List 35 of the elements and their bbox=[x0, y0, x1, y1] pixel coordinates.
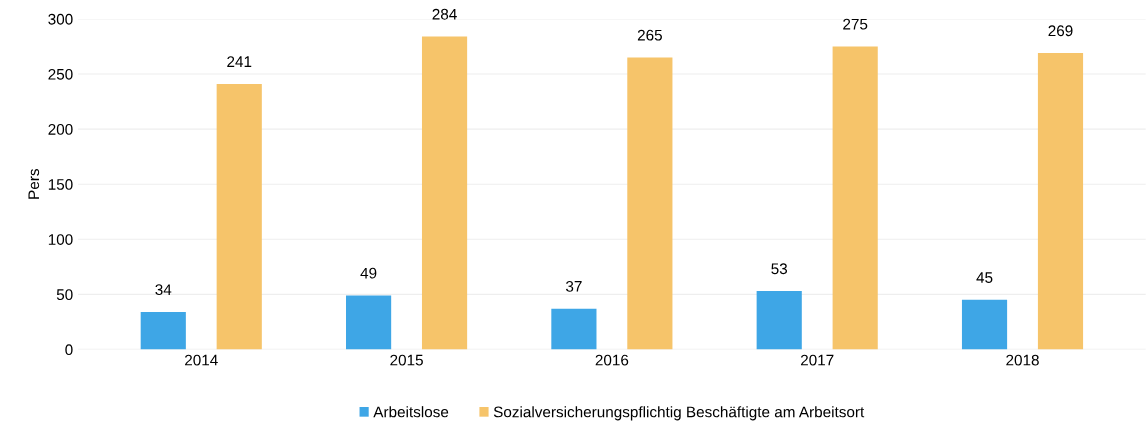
legend-label: Arbeitslose bbox=[373, 406, 449, 418]
x-tick-label: 2018 bbox=[1006, 354, 1039, 366]
data-label: 269 bbox=[1048, 25, 1073, 37]
data-label: 34 bbox=[155, 284, 172, 296]
bar bbox=[961, 299, 1008, 350]
bar bbox=[421, 36, 468, 350]
data-label: 265 bbox=[637, 29, 662, 41]
bar bbox=[756, 291, 802, 350]
bar bbox=[216, 83, 262, 350]
x-tick-label: 2014 bbox=[185, 354, 218, 366]
y-tick-label: 300 bbox=[48, 13, 73, 25]
x-tick-label: 2016 bbox=[595, 354, 629, 366]
y-tick-label: 0 bbox=[65, 344, 73, 356]
y-tick-label: 100 bbox=[48, 234, 73, 245]
bar bbox=[346, 295, 392, 350]
data-label: 241 bbox=[227, 56, 252, 67]
y-axis-title: Pers bbox=[28, 169, 40, 199]
data-label: 37 bbox=[565, 280, 582, 292]
y-tick-label: 150 bbox=[48, 179, 73, 190]
y-tick-label: 200 bbox=[48, 123, 73, 135]
bar bbox=[832, 46, 878, 350]
data-label: 49 bbox=[360, 267, 377, 279]
y-tick-label: 50 bbox=[56, 289, 73, 301]
x-tick-label: 2017 bbox=[800, 354, 834, 366]
legend-label: Sozialversicherungspflichtig Beschäftigte am Arbeitsort bbox=[493, 406, 865, 421]
bar bbox=[627, 57, 673, 350]
y-tick-label: 250 bbox=[48, 68, 73, 80]
bar bbox=[1037, 53, 1084, 350]
data-label: 53 bbox=[771, 263, 788, 275]
data-label: 275 bbox=[843, 18, 868, 30]
data-label: 45 bbox=[976, 272, 993, 283]
bar bbox=[551, 308, 597, 350]
bar bbox=[140, 311, 186, 350]
data-label: 284 bbox=[432, 8, 457, 20]
x-tick-label: 2015 bbox=[390, 354, 423, 366]
